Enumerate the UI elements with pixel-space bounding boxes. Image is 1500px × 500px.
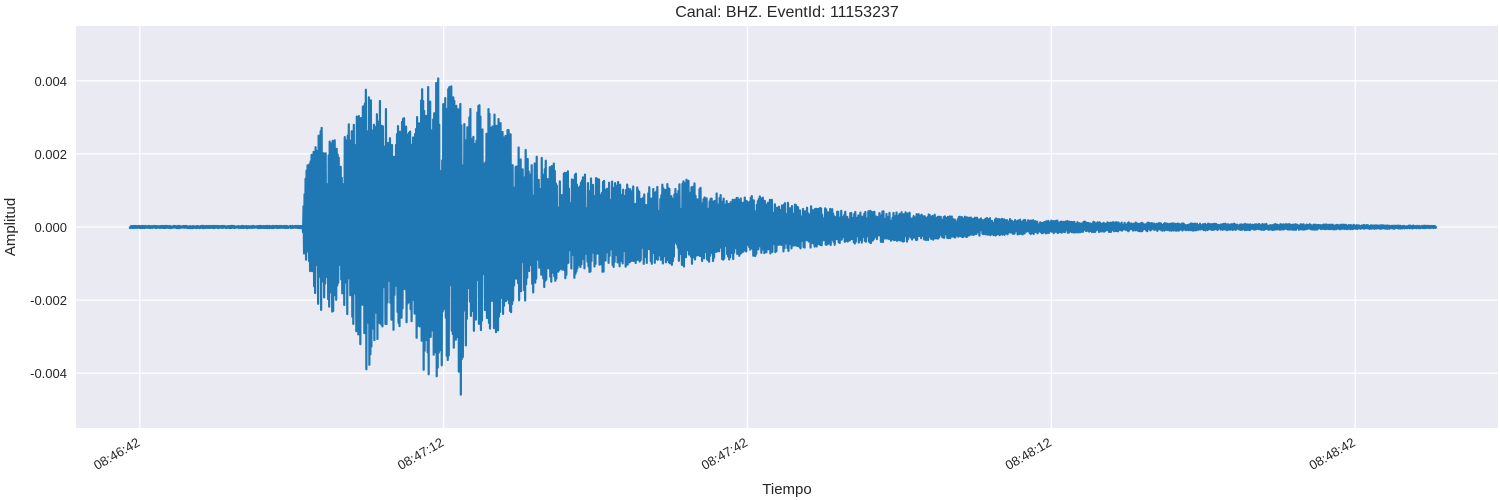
waveform-line (128, 77, 1438, 396)
y-tick-label: -0.002 (30, 293, 67, 308)
y-axis-label: Amplitud (2, 198, 19, 256)
x-tick-labels: 08:46:42 08:47:12 08:47:42 08:48:12 08:48:42 (91, 435, 1358, 473)
y-tick-label: -0.004 (30, 366, 67, 381)
y-tick-label: 0.004 (34, 74, 67, 89)
x-tick-label: 08:48:42 (1306, 435, 1357, 473)
x-axis-label: Tiempo (762, 481, 811, 498)
y-tick-label: 0.002 (34, 147, 67, 162)
x-tick-label: 08:47:12 (395, 435, 446, 473)
y-tick-label: 0.000 (34, 220, 67, 235)
y-tick-labels: 0.004 0.002 0.000 -0.002 -0.004 (30, 74, 67, 381)
x-tick-label: 08:46:42 (91, 435, 142, 473)
x-tick-label: 08:48:12 (1003, 435, 1054, 473)
x-tick-label: 08:47:42 (699, 435, 750, 473)
chart-title: Canal: BHZ. EventId: 11153237 (675, 4, 899, 21)
